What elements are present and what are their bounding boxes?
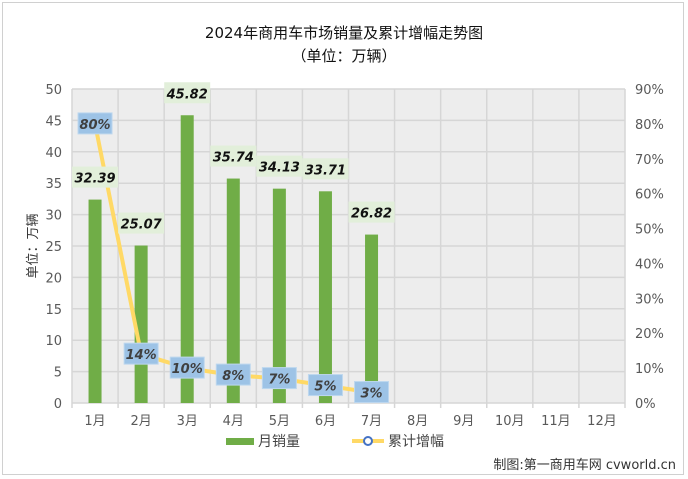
y-tick-label: 20 [45,271,62,286]
y2-tick-label: 40% [635,257,664,272]
bar-data-label: 32.39 [74,172,115,187]
y2-tick-label: 20% [635,327,664,342]
legend-label: 月销量 [258,434,300,450]
y-tick-label: 10 [45,334,62,349]
bar-label-bg [256,155,303,177]
line-label-bg [307,374,343,397]
bar [88,199,102,403]
y-tick-label: 45 [45,114,62,129]
bar-label-bg [302,158,349,180]
y-tick-label: 15 [45,303,62,318]
x-tick-label: 2月 [130,414,151,429]
legend-item-bar: 月销量 [226,431,300,451]
legend-bar-swatch [226,437,254,445]
y2-tick-label: 60% [635,188,664,203]
y-axis-label: 单位：万辆 [26,213,41,278]
y2-tick-label: 90% [635,83,664,98]
line-label-bg [169,356,205,379]
bar-data-label: 34.13 [259,161,300,176]
y-tick-label: 40 [45,146,62,161]
x-tick-label: 12月 [587,414,617,429]
legend-label: 累计增幅 [388,434,444,450]
x-tick-label: 1月 [84,414,105,429]
x-tick-label: 9月 [453,414,474,429]
x-tick-label: 8月 [407,414,428,429]
x-tick-label: 10月 [495,414,525,429]
chart-frame [2,2,684,475]
x-tick-label: 11月 [541,414,571,429]
line-label-bg [215,363,251,386]
line-data-label: 10% [172,362,203,377]
bar [180,115,194,403]
x-tick-label: 5月 [269,414,290,429]
bar-data-label: 25.07 [121,218,163,233]
legend-line-swatch [352,436,384,446]
y-tick-label: 30 [45,209,62,224]
bar-label-bg [164,82,211,104]
credit-text: 制图:第一商用车网 cvworld.cn [493,458,676,473]
y-tick-label: 25 [45,240,62,255]
bar-label-bg [72,166,119,188]
x-tick-label: 7月 [361,414,382,429]
y-tick-label: 50 [45,83,62,98]
x-tick-label: 6月 [315,414,336,429]
bar [318,191,332,403]
y2-tick-label: 0% [635,397,656,412]
y2-tick-label: 30% [635,292,664,307]
line-data-label: 3% [361,387,383,402]
y2-tick-label: 10% [635,362,664,377]
y2-tick-label: 70% [635,153,664,168]
bar-data-label: 45.82 [166,87,208,102]
bar [272,188,286,403]
y-tick-label: 0 [54,397,62,412]
bar-label-bg [348,201,395,223]
bar-data-label: 26.82 [351,207,392,222]
bar-data-label: 35.74 [213,151,254,166]
chart-subtitle: （单位：万辆） [291,47,397,65]
bar-data-label: 33.71 [305,163,346,178]
y2-tick-label: 50% [635,223,664,238]
line-data-label: 8% [222,369,244,384]
y-tick-label: 5 [54,366,62,381]
x-tick-label: 3月 [177,414,198,429]
chart-title: 2024年商用车市场销量及累计增幅走势图 [204,24,484,42]
line-data-label: 80% [79,118,110,133]
line-label-bg [261,367,297,390]
line-label-bg [123,342,159,365]
line-data-label: 14% [126,348,157,363]
bar [226,178,240,403]
line-label-bg [354,381,390,404]
bar-label-bg [118,212,165,234]
bar [365,234,379,403]
line-label-bg [77,112,113,135]
line-data-label: 5% [314,380,336,395]
x-tick-label: 4月 [223,414,244,429]
bar-label-bg [210,145,257,167]
y2-tick-label: 80% [635,118,664,133]
line-data-label: 7% [268,373,290,388]
y-tick-label: 35 [45,177,62,192]
legend-item-line: 累计增幅 [352,431,444,451]
